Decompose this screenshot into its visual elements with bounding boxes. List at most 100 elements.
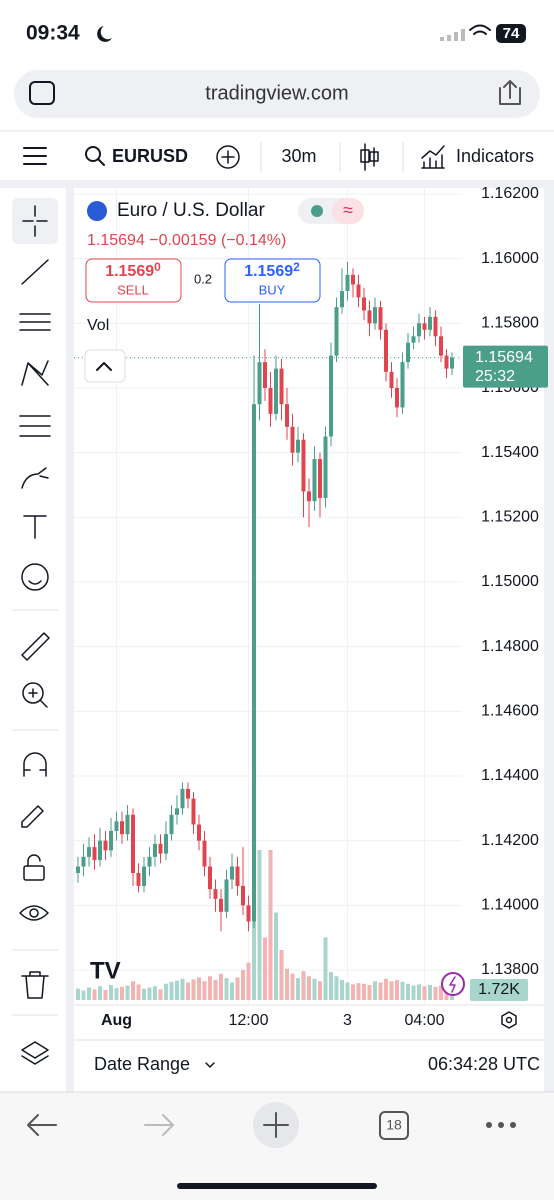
candle-body xyxy=(444,355,449,369)
candle-body xyxy=(136,873,141,886)
candle-body xyxy=(263,362,267,388)
volume-bar xyxy=(202,981,207,1000)
volume-bar xyxy=(290,973,295,1000)
clock[interactable]: 06:34:28 UTC xyxy=(428,1054,540,1074)
buy-button[interactable] xyxy=(224,258,321,303)
layers-tool[interactable] xyxy=(21,1041,49,1065)
share-icon[interactable] xyxy=(499,80,521,105)
data-status[interactable] xyxy=(332,198,364,224)
volume-label: 1.72K xyxy=(478,981,520,998)
buy-price[interactable]: 1.15692 xyxy=(244,260,300,280)
volume-bar xyxy=(125,985,130,1000)
indicators[interactable]: Indicators xyxy=(456,146,534,166)
forward-button[interactable] xyxy=(144,1114,174,1136)
compare-icon[interactable] xyxy=(216,145,240,169)
url[interactable]: tradingview.com xyxy=(205,82,348,104)
volume-legend: Vol xyxy=(87,317,109,334)
wifi-icon xyxy=(469,24,491,35)
collapse-button[interactable] xyxy=(84,349,126,383)
candle-body xyxy=(76,866,80,873)
volume-bar xyxy=(186,982,190,1000)
crosshair-tool[interactable] xyxy=(22,205,48,237)
candle-body xyxy=(312,459,317,502)
emoji-tool[interactable] xyxy=(21,563,49,591)
volume-bar xyxy=(81,990,86,1000)
volume-bar xyxy=(400,981,405,1000)
sell-pip[interactable]: 0 xyxy=(154,260,161,274)
sell-label[interactable]: SELL xyxy=(117,282,149,297)
volume-bar xyxy=(114,988,119,1000)
trendline-tool[interactable] xyxy=(21,259,49,285)
volume-bar xyxy=(169,981,174,1000)
volume-bar xyxy=(92,989,97,1000)
volume-bar xyxy=(131,981,135,1000)
fib-tool[interactable] xyxy=(19,313,51,331)
tab-count[interactable]: 18 xyxy=(386,1117,402,1133)
chart-type-icon[interactable] xyxy=(364,143,375,171)
hide-tool[interactable] xyxy=(19,905,49,921)
lightning-icon[interactable] xyxy=(441,972,465,996)
buy-price-main[interactable]: 1.1569 xyxy=(244,263,293,280)
volume-bar xyxy=(312,978,317,1000)
candle-body xyxy=(428,316,432,330)
candle-body xyxy=(219,898,223,912)
site-settings-icon[interactable] xyxy=(29,81,55,105)
buy-label[interactable]: BUY xyxy=(259,282,286,297)
buy-pip[interactable]: 2 xyxy=(293,260,300,274)
volume-bar xyxy=(257,850,262,1000)
indicators-icon[interactable] xyxy=(421,145,445,169)
y-tick-label: 1.14800 xyxy=(481,638,539,655)
lock-drawing-tool[interactable] xyxy=(21,805,44,828)
sell-price[interactable]: 1.15690 xyxy=(105,260,161,280)
volume-bar xyxy=(373,981,377,1000)
date-range[interactable]: Date Range xyxy=(94,1054,190,1074)
tabs-button[interactable] xyxy=(379,1111,409,1140)
logo: TV xyxy=(90,957,121,984)
volume-bar xyxy=(230,982,234,1000)
pattern-tool[interactable] xyxy=(21,360,49,386)
more-button[interactable] xyxy=(486,1122,516,1128)
time-axis: Aug 12:00 3 04:00 xyxy=(101,1012,445,1029)
candle-body xyxy=(153,843,157,857)
candle-body xyxy=(87,847,91,857)
volume-bar xyxy=(362,983,366,1000)
volume-bar xyxy=(296,978,300,1000)
sell-button[interactable] xyxy=(85,258,182,303)
symbol[interactable]: EURUSD xyxy=(112,146,188,166)
candle-body xyxy=(180,788,185,809)
candle-body xyxy=(191,798,196,825)
zoom-tool[interactable] xyxy=(22,682,44,704)
text-tool[interactable] xyxy=(23,515,47,539)
volume-bar xyxy=(279,950,284,1000)
interval[interactable]: 30m xyxy=(281,146,316,166)
sell-price-main[interactable]: 1.1569 xyxy=(105,263,154,280)
search-icon[interactable] xyxy=(85,146,101,162)
settings-icon[interactable] xyxy=(501,1011,517,1029)
candle-body xyxy=(389,371,394,388)
candle-body xyxy=(290,426,295,453)
candle-body xyxy=(301,439,306,492)
volume-bar xyxy=(136,984,141,1000)
url-bar[interactable] xyxy=(14,70,540,118)
ruler-tool[interactable] xyxy=(21,632,50,661)
y-tick-label: 1.16000 xyxy=(481,250,539,267)
lock-tool[interactable] xyxy=(23,865,45,881)
volume-bar xyxy=(263,937,267,1000)
magnet-tool[interactable] xyxy=(23,752,47,777)
candle-body xyxy=(114,821,119,831)
brush-tool[interactable] xyxy=(21,467,49,489)
forecast-tool[interactable] xyxy=(19,415,51,437)
back-button[interactable] xyxy=(27,1114,57,1136)
collapse-icon xyxy=(96,362,112,371)
x-tick-label: Aug xyxy=(101,1012,132,1029)
candle-body xyxy=(450,357,454,369)
menu-icon[interactable] xyxy=(23,147,47,165)
crosshair-tool-bg[interactable] xyxy=(12,198,58,244)
volume-bar xyxy=(417,984,421,1000)
volume-bar xyxy=(147,987,152,1000)
volume-bar xyxy=(87,987,91,1000)
candle-body xyxy=(378,307,383,330)
remove-tool[interactable] xyxy=(21,971,49,999)
candle-body xyxy=(274,368,278,414)
